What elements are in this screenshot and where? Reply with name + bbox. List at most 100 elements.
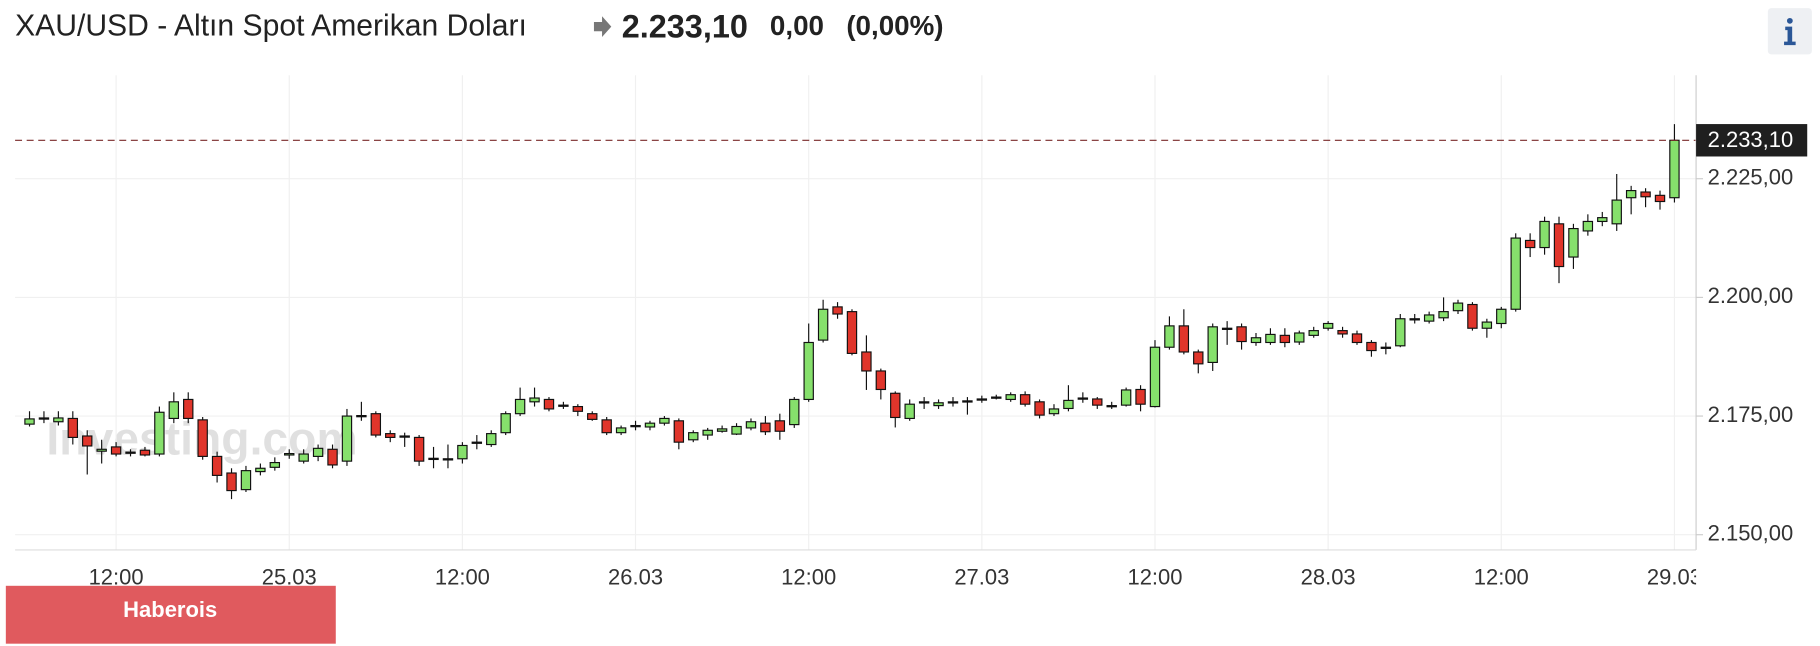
candle-body: [991, 396, 1002, 399]
y-tick-label: 2.200,00: [1708, 283, 1794, 308]
candle-body: [1640, 191, 1651, 198]
candle-body: [1164, 325, 1175, 348]
info-button[interactable]: [1767, 8, 1812, 55]
arrow-icon: [593, 16, 612, 38]
candle-body: [399, 435, 410, 438]
candle-body: [38, 417, 50, 420]
candle-body: [817, 308, 829, 341]
change-percent: (0,00%): [846, 10, 943, 41]
candle-body: [789, 398, 800, 426]
candle-body: [428, 457, 439, 461]
price: 2.233,10: [622, 9, 748, 45]
candle-body: [1308, 330, 1319, 336]
badge: Haberois: [123, 597, 217, 622]
candle-body: [341, 415, 353, 462]
candle-body: [327, 448, 338, 466]
plot-area: Investing.com12:0025.0312:0026.0312:0027…: [15, 75, 1697, 590]
candle-body: [413, 436, 425, 462]
candle-body: [630, 424, 641, 428]
candle-body: [356, 415, 367, 418]
candle-body: [24, 418, 35, 425]
candle-body: [1322, 322, 1334, 329]
candle-body: [1337, 330, 1348, 335]
candle-body: [197, 419, 208, 457]
candle-body: [947, 401, 959, 404]
candle-body: [673, 420, 685, 443]
candle-body: [514, 398, 526, 415]
candle-body: [96, 448, 107, 452]
candle-body: [1221, 327, 1233, 330]
candle-body: [702, 429, 713, 436]
candle-body: [1236, 326, 1247, 343]
candle-body: [1193, 351, 1204, 365]
candle-body: [1582, 220, 1594, 232]
badge-bg: [5, 585, 336, 644]
candle-body: [774, 420, 786, 432]
candle-body: [1366, 341, 1377, 352]
candle-body: [890, 392, 901, 419]
candle-body: [457, 444, 468, 460]
candle-body: [918, 401, 930, 404]
candle-body: [558, 404, 569, 407]
candle-body: [962, 400, 973, 403]
candle-body: [543, 398, 555, 410]
candle-body: [1654, 194, 1666, 203]
candle-body: [688, 432, 699, 441]
candle-body: [615, 427, 627, 434]
candle-body: [1351, 333, 1363, 344]
candle-body: [1524, 239, 1536, 249]
candle-body: [1395, 318, 1406, 347]
candle-body: [1611, 199, 1622, 225]
candle-body: [1625, 190, 1637, 199]
candle-body: [1265, 333, 1276, 344]
candle-body: [1294, 332, 1305, 343]
candle-body: [154, 411, 165, 455]
candle-body: [1409, 318, 1420, 321]
candle-body: [716, 428, 728, 432]
candle-body: [1207, 326, 1218, 363]
candle-body: [1467, 303, 1478, 329]
candle-body: [875, 370, 887, 391]
candle-body: [226, 472, 237, 492]
candle-body: [125, 451, 136, 454]
candle-body: [1423, 314, 1435, 322]
x-tick-label: 12:00: [781, 565, 836, 590]
candle-body: [1250, 337, 1262, 344]
candle-body: [53, 417, 64, 423]
candle-body: [1063, 399, 1074, 410]
candle-body: [240, 470, 252, 491]
y-tick-label: 2.150,00: [1708, 521, 1794, 546]
candle-body: [1092, 398, 1103, 406]
candle-body: [803, 341, 814, 401]
candle-body: [211, 455, 223, 476]
axes: 2.150,00 2.175,00 2.200,00 2.225,00 2.233,10: [15, 75, 1808, 551]
candle-body: [1120, 389, 1132, 406]
candle-body: [1005, 394, 1016, 401]
candle-body: [370, 413, 382, 436]
instrument-title: XAU/USD - Altın Spot Amerikan Doları: [15, 10, 527, 43]
candle-body: [644, 422, 656, 428]
candle-body: [1568, 227, 1579, 258]
candle-body: [1034, 401, 1045, 416]
candle-body: [832, 306, 843, 315]
x-tick-label: 28.03: [1301, 565, 1356, 590]
last-price-tag: [1696, 124, 1808, 157]
candle-body: [139, 449, 151, 456]
candle-body: [168, 401, 180, 420]
candle-body: [731, 425, 742, 435]
candle-body: [298, 453, 309, 462]
candle-body: [1496, 308, 1507, 325]
candle-body: [1669, 139, 1680, 199]
candle-body: [659, 417, 670, 424]
candle-body: [1077, 397, 1089, 400]
candle-body: [385, 433, 396, 438]
candle-body: [601, 419, 612, 434]
candle-body: [933, 402, 944, 407]
candle-body: [1106, 405, 1117, 408]
change: 0,00: [770, 10, 824, 41]
candle-body: [529, 397, 540, 403]
candle-body: [1178, 325, 1190, 353]
candle-body: [572, 405, 584, 412]
candle-body: [1510, 237, 1521, 310]
